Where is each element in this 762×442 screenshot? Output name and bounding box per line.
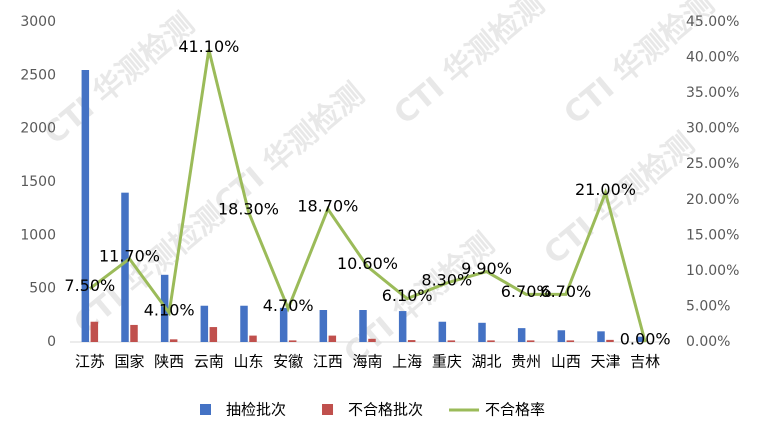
y2-tick-label: 40.00% bbox=[686, 50, 739, 66]
bar bbox=[288, 340, 297, 342]
bar bbox=[169, 339, 178, 342]
y2-tick-label: 45.00% bbox=[686, 14, 739, 30]
bar bbox=[240, 305, 248, 342]
y2-tick-label: 10.00% bbox=[686, 263, 739, 279]
x-tick-label: 吉林 bbox=[630, 353, 660, 371]
bar bbox=[279, 307, 288, 342]
y2-tick-label: 5.00% bbox=[686, 298, 730, 314]
y-tick-label: 1500 bbox=[20, 174, 56, 190]
y2-tick-label: 0.00% bbox=[686, 334, 730, 350]
x-tick-label: 贵州 bbox=[511, 353, 541, 371]
bar bbox=[517, 328, 526, 342]
x-tick-label: 天津 bbox=[590, 353, 620, 371]
watermark: CTI 华测检测 bbox=[388, 0, 552, 132]
data-label: 0.00% bbox=[620, 330, 671, 349]
legend-label: 抽检批次 bbox=[226, 401, 286, 419]
bar bbox=[526, 340, 535, 342]
data-label: 10.60% bbox=[337, 254, 398, 273]
x-tick-label: 海南 bbox=[352, 353, 382, 371]
x-tick-label: 江苏 bbox=[75, 353, 105, 371]
data-label: 21.00% bbox=[575, 180, 636, 199]
y2-tick-label: 20.00% bbox=[686, 192, 739, 208]
legend-swatch bbox=[200, 404, 211, 415]
bar bbox=[209, 327, 218, 342]
bar bbox=[636, 336, 645, 342]
data-label: 41.10% bbox=[178, 37, 239, 56]
data-label: 8.30% bbox=[421, 270, 472, 289]
data-label: 9.90% bbox=[461, 259, 512, 278]
legend-label: 不合格批次 bbox=[348, 401, 423, 419]
bar bbox=[328, 335, 337, 342]
data-label: 6.70% bbox=[501, 282, 552, 301]
y-tick-label: 0 bbox=[47, 334, 56, 350]
data-label: 7.50% bbox=[64, 276, 115, 295]
data-label: 18.70% bbox=[297, 197, 358, 216]
y-tick-label: 500 bbox=[29, 281, 56, 297]
bar bbox=[606, 339, 614, 342]
x-tick-label: 国家 bbox=[114, 353, 144, 371]
data-label: 6.70% bbox=[540, 282, 591, 301]
bar bbox=[249, 335, 257, 342]
bar bbox=[407, 340, 416, 342]
data-label: 11.70% bbox=[99, 246, 160, 265]
bar bbox=[557, 330, 566, 342]
legend-label: 不合格率 bbox=[485, 401, 545, 419]
bar bbox=[447, 340, 456, 342]
watermark: CTI 华测检测 bbox=[38, 7, 202, 152]
bar bbox=[130, 324, 138, 342]
y2-tick-label: 35.00% bbox=[686, 85, 739, 101]
x-tick-label: 陕西 bbox=[154, 353, 184, 371]
bar bbox=[319, 310, 328, 342]
y2-tick-label: 30.00% bbox=[686, 121, 739, 137]
x-tick-label: 云南 bbox=[194, 353, 224, 371]
bar bbox=[81, 70, 90, 342]
x-tick-label: 重庆 bbox=[432, 353, 462, 371]
y2-tick-label: 15.00% bbox=[686, 227, 739, 243]
bar bbox=[200, 305, 209, 342]
x-tick-label: 上海 bbox=[392, 353, 422, 371]
bar bbox=[398, 311, 407, 342]
bar bbox=[438, 321, 447, 342]
bar bbox=[487, 340, 495, 342]
bar bbox=[566, 340, 575, 342]
y2-tick-label: 25.00% bbox=[686, 156, 739, 172]
y-tick-label: 3000 bbox=[20, 14, 56, 30]
data-label: 4.10% bbox=[144, 300, 195, 319]
bar bbox=[597, 331, 605, 342]
bar bbox=[90, 321, 99, 342]
y-tick-label: 2500 bbox=[20, 67, 56, 83]
data-label: 6.10% bbox=[382, 286, 433, 305]
y-tick-label: 1000 bbox=[20, 227, 56, 243]
x-tick-label: 安徽 bbox=[273, 353, 303, 371]
x-tick-label: 江西 bbox=[313, 353, 343, 371]
bar bbox=[121, 192, 129, 342]
data-label: 18.30% bbox=[218, 199, 279, 218]
data-label: 4.70% bbox=[263, 296, 314, 315]
y-tick-label: 2000 bbox=[20, 121, 56, 137]
legend-swatch bbox=[322, 404, 334, 415]
bar bbox=[368, 338, 376, 342]
x-tick-label: 湖北 bbox=[471, 353, 501, 371]
x-tick-label: 山东 bbox=[233, 353, 263, 371]
line bbox=[88, 49, 647, 343]
bar bbox=[478, 322, 486, 342]
bar bbox=[359, 310, 367, 342]
x-tick-label: 山西 bbox=[551, 353, 581, 371]
